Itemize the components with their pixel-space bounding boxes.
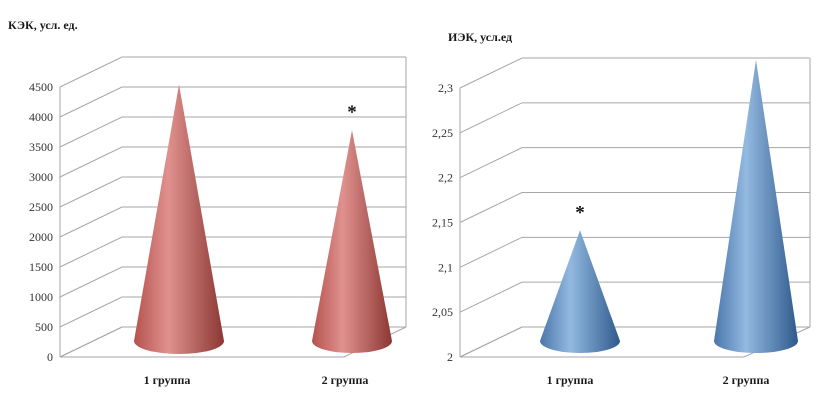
y-tick-label: 2,3: [438, 81, 453, 95]
y-tick-label: 500: [35, 320, 53, 334]
gridline: [459, 102, 810, 134]
y-tick-label: 3500: [29, 140, 53, 154]
gridline: [59, 146, 406, 178]
gridline: [59, 206, 406, 238]
significance-star: *: [575, 202, 585, 223]
category-label: 1 группа: [547, 373, 594, 387]
cone-2: [312, 130, 392, 353]
y-axis-title: КЭК, усл. ед.: [8, 18, 78, 32]
y-tick-label: 2,15: [432, 216, 453, 230]
y-tick-label: 2: [447, 350, 453, 364]
y-tick-label: 2000: [29, 230, 53, 244]
y-tick-label: 2500: [29, 200, 53, 214]
y-tick-label: 2,25: [432, 126, 453, 140]
gridline: [459, 57, 810, 89]
chart-canvas: 0 500 1000 1500 2000 2500 3000 3500 4000 4500 1 гр…: [0, 0, 410, 402]
gridline: [459, 192, 810, 223]
y-tick-label: 2,1: [438, 260, 453, 274]
y-tick-label: 2,2: [438, 171, 453, 185]
y-tick-label: 1500: [29, 260, 53, 274]
category-label: 2 группа: [322, 373, 369, 387]
cone-1: [134, 84, 224, 354]
chart-svg: 0 500 1000 1500 2000 2500 3000 3500 4000 4500 1 гр…: [29, 56, 407, 387]
gridline: [59, 296, 406, 328]
y-tick-label: 4000: [29, 110, 53, 124]
y-tick-label: 3000: [29, 170, 53, 184]
chart-iek: ИЭК, усл.ед 2 2,05 2,1 2,15 2,2 2,25 2,3 1 груп…: [410, 0, 824, 402]
y-tick-label: 0: [47, 350, 53, 364]
gridline: [459, 281, 810, 313]
chart-canvas: 2 2,05 2,1 2,15 2,2 2,25 2,3 1 группа 2 группа *: [410, 0, 824, 402]
gridline: [59, 236, 406, 268]
gridline: [59, 56, 406, 88]
gridline: [59, 116, 406, 148]
y-tick-label: 1000: [29, 290, 53, 304]
gridline: [459, 326, 810, 358]
gridline: [459, 236, 810, 268]
category-label: 2 группа: [723, 373, 770, 387]
gridline: [59, 266, 406, 298]
gridline: [59, 176, 406, 208]
significance-star: *: [347, 102, 357, 123]
chart-kek: КЭК, усл. ед. 0 500 1000 1500 2000 2500 3000 35…: [0, 0, 410, 402]
gridline: [459, 147, 810, 179]
y-tick-label: 4500: [29, 80, 53, 94]
cone-2: [714, 59, 798, 354]
chart-svg: 2 2,05 2,1 2,15 2,2 2,25 2,3 1 группа 2 группа *: [432, 57, 811, 387]
gridline: [59, 86, 406, 118]
category-label: 1 группа: [144, 373, 191, 387]
cone-1: [540, 230, 620, 353]
y-axis-title: ИЭК, усл.ед: [448, 30, 513, 44]
gridline: [59, 326, 406, 358]
y-tick-label: 2,05: [432, 305, 453, 319]
